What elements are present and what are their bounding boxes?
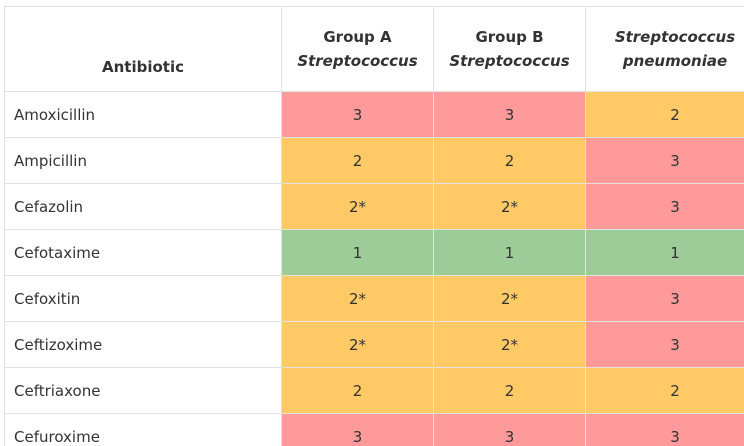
header-line: Streptococcus — [282, 49, 433, 73]
antibiotic-name-cell: Cefotaxime — [5, 230, 282, 276]
header-line: Streptococcus — [434, 49, 585, 73]
antibiotic-name-cell: Ceftizoxime — [5, 322, 282, 368]
antibiotic-effectiveness-table: Antibiotic Group A Streptococcus Group B… — [4, 6, 744, 446]
antibiotic-name-cell: Amoxicillin — [5, 92, 282, 138]
rating-cell: 2 — [282, 368, 434, 414]
rating-cell: 1 — [282, 230, 434, 276]
column-header-group-a-streptococcus: Group A Streptococcus — [282, 7, 434, 92]
antibiotic-name-cell: Cefoxitin — [5, 276, 282, 322]
rating-cell: 2 — [586, 368, 744, 414]
header-line: pneumoniae — [586, 49, 744, 73]
rating-cell: 2 — [434, 138, 586, 184]
rating-cell: 3 — [586, 414, 744, 446]
rating-cell: 3 — [282, 92, 434, 138]
rating-cell: 1 — [434, 230, 586, 276]
column-header-antibiotic: Antibiotic — [5, 7, 282, 92]
rating-cell: 2* — [282, 322, 434, 368]
antibiotic-name-cell: Ampicillin — [5, 138, 282, 184]
rating-cell: 2* — [282, 184, 434, 230]
header-line: Streptococcus — [586, 25, 744, 49]
table-container: Antibiotic Group A Streptococcus Group B… — [4, 6, 744, 446]
rating-cell: 2* — [434, 184, 586, 230]
rating-cell: 3 — [586, 322, 744, 368]
rating-cell: 2* — [282, 276, 434, 322]
column-header-group-b-streptococcus: Group B Streptococcus — [434, 7, 586, 92]
rating-cell: 2* — [434, 322, 586, 368]
rating-cell: 3 — [434, 414, 586, 446]
rating-cell: 2* — [434, 276, 586, 322]
rating-cell: 3 — [586, 184, 744, 230]
header-line: Antibiotic — [5, 55, 281, 79]
header-row: Antibiotic Group A Streptococcus Group B… — [5, 7, 744, 92]
header-line: Group A — [282, 25, 433, 49]
header-line: Group B — [434, 25, 585, 49]
rating-cell: 2 — [434, 368, 586, 414]
rating-cell: 3 — [586, 138, 744, 184]
rating-cell: 2 — [282, 138, 434, 184]
rating-cell: 2 — [586, 92, 744, 138]
rating-cell: 1 — [586, 230, 744, 276]
antibiotic-name-cell: Ceftriaxone — [5, 368, 282, 414]
rating-cell: 3 — [434, 92, 586, 138]
antibiotic-name-cell: Cefuroxime — [5, 414, 282, 446]
antibiotic-name-cell: Cefazolin — [5, 184, 282, 230]
rating-cell: 3 — [586, 276, 744, 322]
column-header-streptococcus-pneumoniae: Streptococcus pneumoniae — [586, 7, 744, 92]
rating-cell: 3 — [282, 414, 434, 446]
